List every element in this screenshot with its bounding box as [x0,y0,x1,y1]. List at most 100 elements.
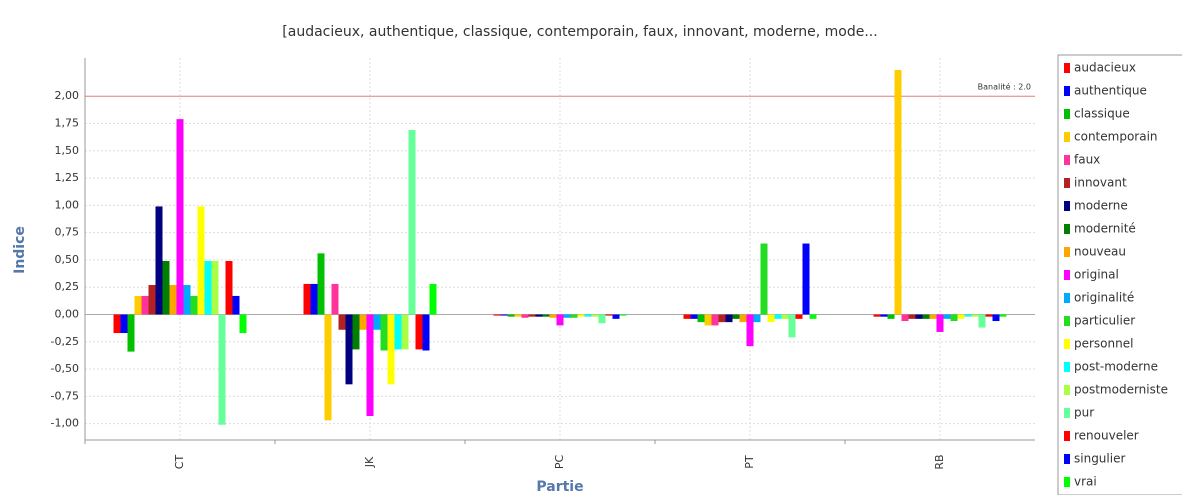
legend-box [1057,54,1182,495]
bar [204,261,212,315]
legend-swatch [1064,155,1070,165]
bar [514,314,522,317]
y-tick-label: 0,00 [55,307,80,320]
bar [978,314,986,328]
legend-label: faux [1074,153,1100,167]
legend-label: audacieux [1074,61,1136,75]
bar [718,314,726,323]
bar [359,314,367,330]
y-tick-label: -0,50 [51,362,79,375]
legend-swatch [1064,362,1070,372]
bar [753,314,761,323]
x-tick-label: RB [933,454,946,469]
bar [345,314,353,385]
bar [134,295,142,315]
y-tick-label: 0,50 [55,253,80,266]
bar [310,283,318,315]
legend-swatch [1064,385,1070,395]
bar [500,314,508,316]
legend-swatch [1064,109,1070,119]
legend-label: vrai [1074,475,1097,489]
bar [591,314,599,317]
legend-label: modernité [1074,222,1136,236]
bar [141,295,149,315]
bar [190,295,198,315]
legend-swatch [1064,454,1070,464]
y-tick-label: 2,00 [55,89,80,102]
bar [598,314,606,324]
bar [887,314,895,319]
bar [704,314,712,326]
y-axis-label: Indice [12,226,28,274]
bar [239,314,247,334]
legend-label: innovant [1074,176,1127,190]
bar [929,314,937,319]
bar [922,314,930,319]
bar [711,314,719,326]
bar [880,314,888,317]
legend-swatch [1064,247,1070,257]
bar [570,314,578,318]
bar [563,314,571,318]
bar [331,283,339,315]
legend-swatch [1064,316,1070,326]
bar [113,314,121,334]
bar [394,314,402,350]
bar [148,285,156,315]
bar [732,314,740,319]
bar [802,243,810,315]
bar [380,314,388,351]
legend-label: post-moderne [1074,360,1158,374]
bar [584,314,592,317]
bar [683,314,691,319]
legend-label: original [1074,268,1119,282]
bar [774,314,782,319]
bar [577,314,585,317]
legend-swatch [1064,63,1070,73]
chart-title: [audacieux, authentique, classique, cont… [282,24,877,40]
y-tick-label: 1,50 [55,144,80,157]
legend-label: singulier [1074,452,1125,466]
legend-swatch [1064,293,1070,303]
bar [408,130,416,315]
legend-swatch [1064,339,1070,349]
bar [943,314,951,319]
legend-label: authentique [1074,84,1147,98]
y-tick-label: 0,75 [55,226,80,239]
legend-swatch [1064,201,1070,211]
legend-swatch [1064,431,1070,441]
bar [950,314,958,322]
bar [521,314,529,318]
legend-label: nouveau [1074,245,1126,259]
bar [915,314,923,319]
bar [894,70,902,315]
legend-swatch [1064,270,1070,280]
bar [422,314,430,351]
bar [535,314,543,317]
bar [232,295,240,315]
legend-swatch [1064,178,1070,188]
bar [936,314,944,332]
bar [767,314,775,323]
x-tick-label: PT [743,455,756,469]
bar [788,314,796,338]
y-tick-label: 1,00 [55,198,80,211]
bar [612,314,620,319]
bar [549,314,557,318]
bar [908,314,916,319]
x-axis-label: Partie [536,479,583,495]
bar [873,314,881,317]
bar [725,314,733,323]
bar [493,314,501,316]
bar [528,314,536,317]
bar [809,314,817,319]
bar [176,119,184,315]
legend-swatch [1064,86,1070,96]
bar [183,285,191,315]
bar [169,285,177,315]
bar [197,206,205,315]
legend-label: contemporain [1074,130,1158,144]
bar [690,314,698,319]
bar [317,253,325,315]
